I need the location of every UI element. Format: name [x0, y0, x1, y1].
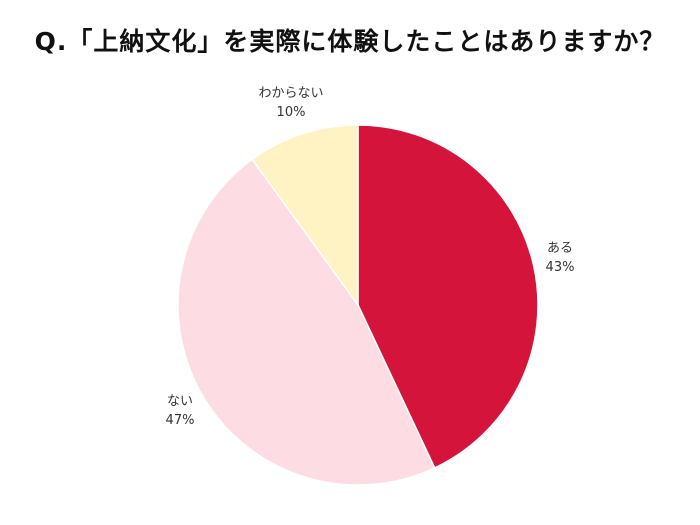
pie-slice-1 [177, 158, 436, 486]
pie-value-label: 10% [277, 105, 306, 120]
pie-label: ない [167, 394, 193, 409]
pie-label: ある [547, 241, 573, 256]
pie-slice-2 [251, 124, 359, 308]
pie-slice-0 [357, 124, 539, 469]
pie-label: わからない [258, 86, 323, 101]
chart-title: Q.「上納文化」を実際に体験したことはありますか？ [34, 27, 666, 56]
pie-value-label: 47% [166, 413, 195, 428]
pie-value-label: 43% [546, 260, 575, 275]
